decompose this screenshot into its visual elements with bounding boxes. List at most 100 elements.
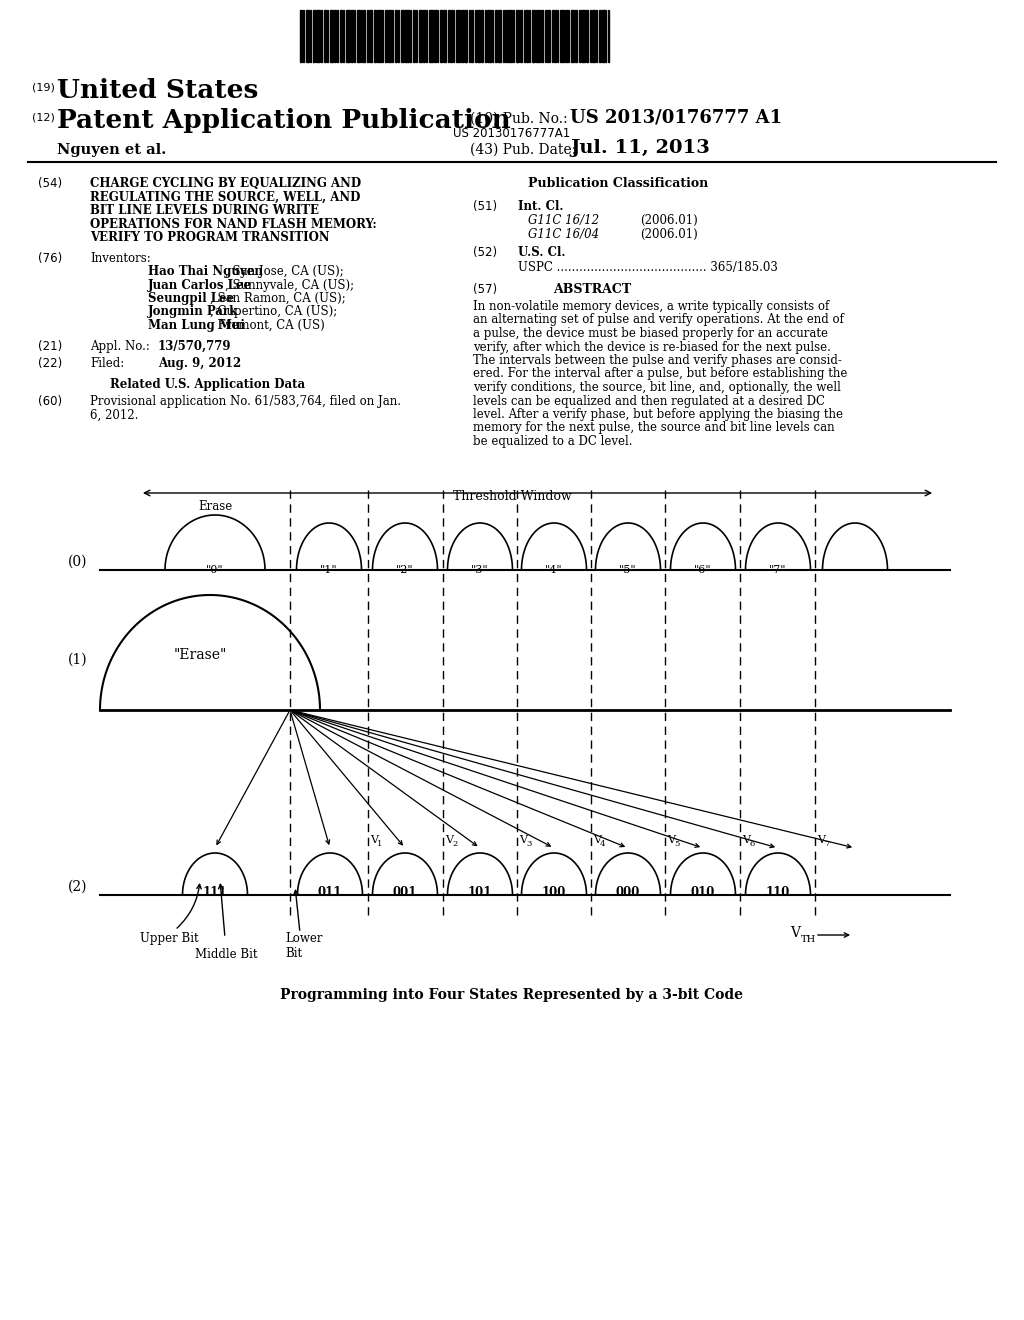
Text: V: V	[519, 836, 527, 845]
Text: V: V	[790, 927, 800, 940]
Text: Provisional application No. 61/583,764, filed on Jan.: Provisional application No. 61/583,764, …	[90, 395, 401, 408]
Text: "1": "1"	[321, 565, 338, 576]
Text: Threshold Window: Threshold Window	[453, 490, 571, 503]
Bar	[443, 11, 446, 62]
Bar	[362, 11, 365, 62]
Text: 001: 001	[393, 886, 417, 899]
Bar	[357, 11, 360, 62]
Bar	[401, 11, 404, 62]
Bar	[461, 11, 463, 62]
Text: 010: 010	[691, 886, 715, 899]
Text: Man Lung Mui: Man Lung Mui	[148, 319, 245, 333]
Text: Jongmin Park: Jongmin Park	[148, 305, 239, 318]
Bar	[300, 11, 302, 62]
Text: level. After a verify phase, but before applying the biasing the: level. After a verify phase, but before …	[473, 408, 843, 421]
Text: REGULATING THE SOURCE, WELL, AND: REGULATING THE SOURCE, WELL, AND	[90, 190, 360, 203]
Text: V: V	[370, 836, 378, 845]
Text: verify conditions, the source, bit line, and, optionally, the well: verify conditions, the source, bit line,…	[473, 381, 841, 393]
Bar	[351, 11, 353, 62]
Text: Nguyen et al.: Nguyen et al.	[57, 143, 166, 157]
Text: (51): (51)	[473, 201, 497, 213]
Bar	[541, 11, 543, 62]
Text: V: V	[742, 836, 750, 845]
Bar	[575, 11, 577, 62]
Text: a pulse, the device must be biased properly for an accurate: a pulse, the device must be biased prope…	[473, 327, 828, 341]
Text: , San Jose, CA (US);: , San Jose, CA (US);	[225, 265, 344, 279]
Bar	[369, 11, 372, 62]
Bar	[316, 11, 319, 62]
Text: (2006.01): (2006.01)	[640, 214, 697, 227]
Bar	[324, 11, 326, 62]
Text: G11C 16/12: G11C 16/12	[528, 214, 599, 227]
Bar	[536, 11, 540, 62]
Bar	[340, 11, 342, 62]
Text: TH: TH	[801, 936, 816, 945]
Text: Middle Bit: Middle Bit	[195, 948, 257, 961]
Text: Jul. 11, 2013: Jul. 11, 2013	[570, 139, 710, 157]
Text: (54): (54)	[38, 177, 62, 190]
Text: 4: 4	[600, 840, 605, 847]
Bar	[592, 11, 595, 62]
Bar	[520, 11, 522, 62]
Text: V: V	[593, 836, 601, 845]
Text: "3": "3"	[471, 565, 488, 576]
Text: US 2013/0176777 A1: US 2013/0176777 A1	[570, 108, 782, 125]
Text: V: V	[667, 836, 675, 845]
Text: 3: 3	[526, 840, 531, 847]
Text: "6": "6"	[694, 565, 712, 576]
Text: "4": "4"	[545, 565, 563, 576]
Bar	[498, 11, 501, 62]
Text: OPERATIONS FOR NAND FLASH MEMORY:: OPERATIONS FOR NAND FLASH MEMORY:	[90, 218, 377, 231]
Bar	[508, 11, 512, 62]
Text: Int. Cl.: Int. Cl.	[518, 201, 563, 213]
Text: (22): (22)	[38, 356, 62, 370]
Text: , Sunnyvale, CA (US);: , Sunnyvale, CA (US);	[225, 279, 354, 292]
Bar	[565, 11, 567, 62]
Bar	[599, 11, 601, 62]
Text: The intervals between the pulse and verify phases are consid-: The intervals between the pulse and veri…	[473, 354, 842, 367]
Bar	[481, 11, 483, 62]
Text: BIT LINE LEVELS DURING WRITE: BIT LINE LEVELS DURING WRITE	[90, 205, 319, 216]
Text: Upper Bit: Upper Bit	[140, 932, 199, 945]
Bar	[374, 11, 376, 62]
Bar	[377, 11, 381, 62]
Text: US 20130176777A1: US 20130176777A1	[454, 127, 570, 140]
Text: 6, 2012.: 6, 2012.	[90, 408, 138, 421]
Text: CHARGE CYCLING BY EQUALIZING AND: CHARGE CYCLING BY EQUALIZING AND	[90, 177, 361, 190]
Text: 1: 1	[377, 840, 382, 847]
Bar	[406, 11, 409, 62]
Text: "2": "2"	[396, 565, 414, 576]
Text: 7: 7	[824, 840, 829, 847]
Text: "Erase": "Erase"	[173, 648, 226, 663]
Text: (12): (12)	[32, 112, 55, 121]
Text: 2: 2	[452, 840, 458, 847]
Text: 100: 100	[542, 886, 566, 899]
Text: levels can be equalized and then regulated at a desired DC: levels can be equalized and then regulat…	[473, 395, 825, 408]
Text: Programming into Four States Represented by a 3-bit Code: Programming into Four States Represented…	[281, 987, 743, 1002]
Text: ered. For the interval after a pulse, but before establishing the: ered. For the interval after a pulse, bu…	[473, 367, 848, 380]
Text: 6: 6	[749, 840, 755, 847]
Text: VERIFY TO PROGRAM TRANSITION: VERIFY TO PROGRAM TRANSITION	[90, 231, 330, 244]
Bar	[330, 11, 333, 62]
Text: United States: United States	[57, 78, 258, 103]
Text: (21): (21)	[38, 341, 62, 352]
Bar	[571, 11, 574, 62]
Bar	[586, 11, 588, 62]
Text: 000: 000	[615, 886, 640, 899]
Text: (2): (2)	[69, 880, 88, 894]
Text: V: V	[445, 836, 453, 845]
Text: Inventors:: Inventors:	[90, 252, 151, 265]
Text: memory for the next pulse, the source and bit line levels can: memory for the next pulse, the source an…	[473, 421, 835, 434]
Text: , San Ramon, CA (US);: , San Ramon, CA (US);	[210, 292, 345, 305]
Text: (60): (60)	[38, 395, 62, 408]
Bar	[456, 11, 460, 62]
Bar	[526, 11, 528, 62]
Bar	[306, 11, 309, 62]
Bar	[334, 11, 336, 62]
Bar	[419, 11, 422, 62]
Text: Seungpil Lee: Seungpil Lee	[148, 292, 234, 305]
Text: Publication Classification: Publication Classification	[528, 177, 709, 190]
Bar	[429, 11, 433, 62]
Bar	[471, 11, 473, 62]
Text: ABSTRACT: ABSTRACT	[553, 282, 631, 296]
